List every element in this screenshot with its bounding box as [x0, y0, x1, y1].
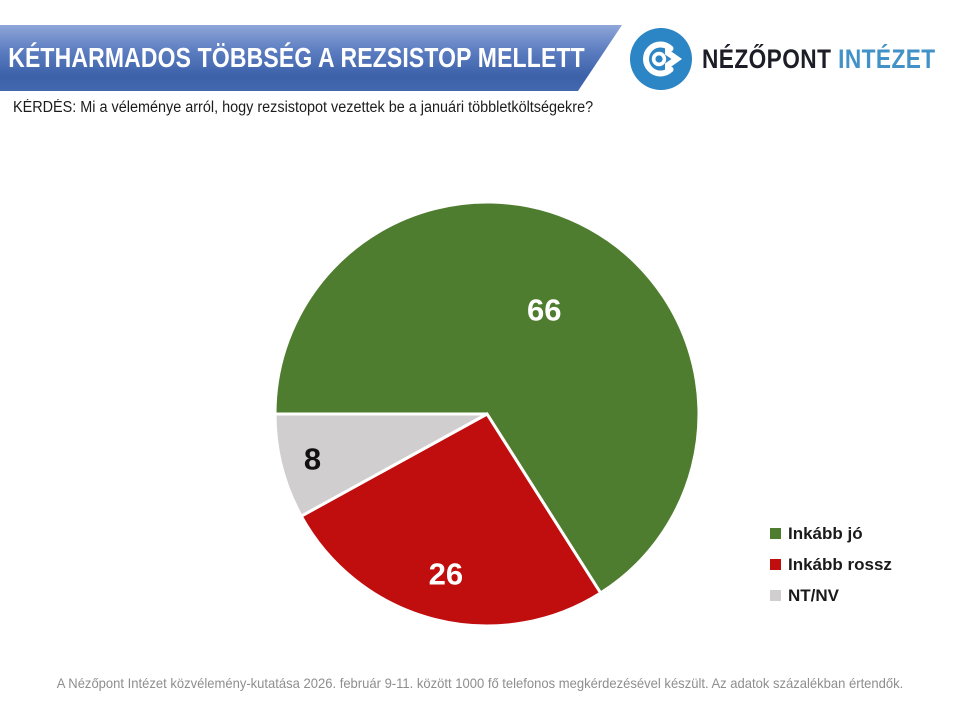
pie-slice-0: [273, 200, 701, 596]
logo-name-primary: NÉZŐPONT: [702, 43, 832, 74]
legend-item-inkabb-rossz: Inkább rossz: [770, 554, 892, 575]
pie-slice-1: [299, 412, 603, 628]
pie-value-label-1: 26: [429, 557, 463, 592]
legend-swatch-red: [770, 559, 781, 570]
legend-swatch-green: [770, 528, 781, 539]
survey-question: KÉRDÉS: Mi a véleménye arról, hogy rezsi…: [13, 99, 594, 116]
legend-label: Inkább rossz: [788, 554, 892, 574]
pie-value-label-0: 66: [527, 293, 561, 328]
pie-slices: [273, 200, 701, 628]
nezopont-logo: NÉZŐPONT INTÉZET: [629, 27, 960, 91]
pie-data-labels: 66 26 8: [304, 293, 562, 592]
nezopont-eye-icon: [630, 28, 692, 90]
title-banner: KÉTHARMADOS TÖBBSÉG A REZSISTOP MELLETT: [0, 25, 622, 91]
legend-label: NT/NV: [788, 585, 839, 605]
legend-label: Inkább jó: [788, 523, 863, 543]
legend-item-inkabb-jo: Inkább jó: [770, 523, 892, 544]
legend-item-ntnv: NT/NV: [770, 585, 892, 606]
methodology-footnote: A Nézőpont Intézet közvélemény-kutatása …: [56, 675, 904, 691]
pie-slice-2: [273, 412, 488, 519]
logo-wordmark: NÉZŐPONT INTÉZET: [702, 44, 936, 75]
pie-value-label-2: 8: [304, 441, 321, 476]
page-title: KÉTHARMADOS TÖBBSÉG A REZSISTOP MELLETT: [8, 42, 585, 73]
chart-legend: Inkább jó Inkább rossz NT/NV: [770, 523, 892, 616]
logo-name-secondary: INTÉZET: [838, 43, 936, 74]
legend-swatch-gray: [770, 590, 781, 601]
